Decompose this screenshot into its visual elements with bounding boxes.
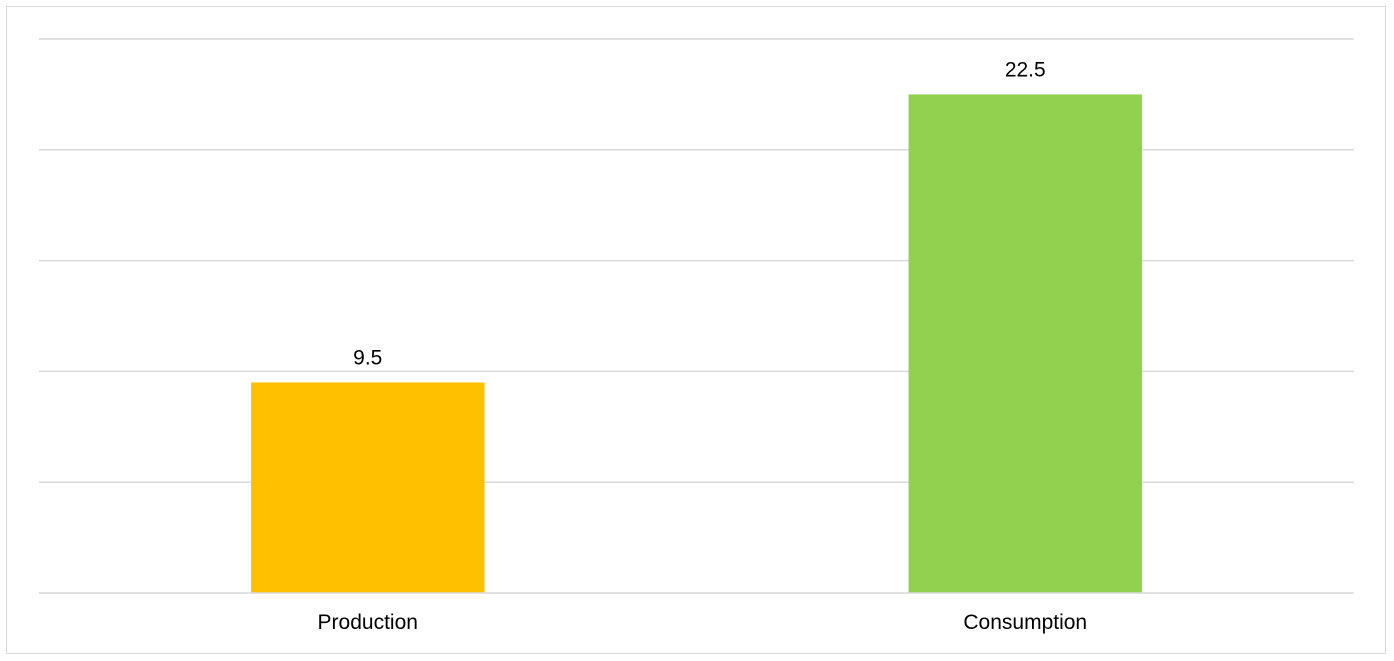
gridlines [39,38,1354,483]
data-labels: 9.5 22.5 [353,58,1046,369]
bar-production [251,382,485,593]
bar-consumption [908,94,1142,594]
chart-frame [6,6,1386,654]
data-label-production: 9.5 [353,346,382,369]
category-tick-labels: Production Consumption [318,611,1088,634]
bars [251,94,1142,594]
tick-label-consumption: Consumption [963,611,1087,634]
data-label-consumption: 22.5 [1005,58,1046,81]
tick-label-production: Production [318,611,418,634]
